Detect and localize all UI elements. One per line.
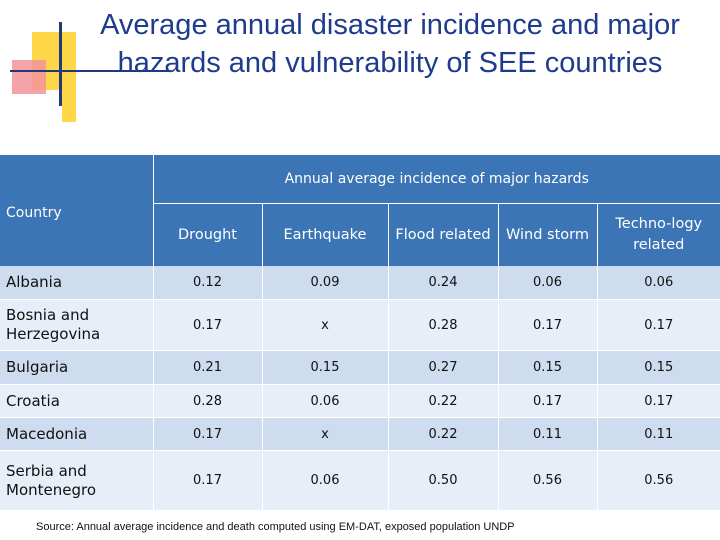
value-cell: 0.15: [497, 350, 597, 385]
value-cell: 0.09: [261, 266, 388, 300]
value-cell: 0.06: [596, 266, 720, 300]
country-cell: Bulgaria: [0, 350, 153, 385]
value-cell: x: [261, 299, 388, 351]
value-cell: 0.24: [387, 266, 498, 300]
value-cell: 0.21: [152, 350, 262, 385]
value-cell: x: [261, 417, 388, 451]
value-cell: 0.22: [387, 384, 498, 418]
col-header-earthquake: Earthquake: [261, 203, 388, 266]
source-note: Source: Annual average incidence and dea…: [36, 521, 515, 533]
value-cell: 0.17: [497, 384, 597, 418]
value-cell: 0.17: [152, 450, 262, 511]
value-cell: 0.11: [596, 417, 720, 451]
value-cell: 0.27: [387, 350, 498, 385]
table-row: Macedonia 0.17 x 0.22 0.11 0.11: [0, 417, 720, 451]
slide-title: Average annual disaster incidence and ma…: [100, 9, 680, 79]
country-cell: Croatia: [0, 384, 153, 418]
value-cell: 0.11: [497, 417, 597, 451]
table-row: Bosnia and Herzegovina 0.17 x 0.28 0.17 …: [0, 299, 720, 351]
value-cell: 0.06: [497, 266, 597, 300]
logo-yellow-strip: [62, 84, 76, 122]
value-cell: 0.28: [387, 299, 498, 351]
country-cell: Albania: [0, 266, 153, 300]
table-row: Albania 0.12 0.09 0.24 0.06 0.06: [0, 266, 720, 300]
country-cell: Macedonia: [0, 417, 153, 451]
value-cell: 0.15: [261, 350, 388, 385]
value-cell: 0.17: [596, 384, 720, 418]
value-cell: 0.28: [152, 384, 262, 418]
table-row: Croatia 0.28 0.06 0.22 0.17 0.17: [0, 384, 720, 418]
value-cell: 0.56: [497, 450, 597, 511]
logo-vertical-line: [59, 22, 62, 106]
value-cell: 0.06: [261, 384, 388, 418]
value-cell: 0.17: [152, 417, 262, 451]
logo-red-block: [12, 60, 46, 94]
table-row: Bulgaria 0.21 0.15 0.27 0.15 0.15: [0, 350, 720, 385]
group-header: Annual average incidence of major hazard…: [153, 155, 720, 204]
col-header-technology: Techno-logy related: [596, 203, 720, 266]
logo-horizontal-line: [10, 70, 170, 72]
value-cell: 0.17: [152, 299, 262, 351]
value-cell: 0.22: [387, 417, 498, 451]
table-row: Serbia and Montenegro 0.17 0.06 0.50 0.5…: [0, 450, 720, 511]
hazard-table: Country Annual average incidence of majo…: [0, 155, 720, 511]
value-cell: 0.15: [596, 350, 720, 385]
value-cell: 0.17: [497, 299, 597, 351]
col-header-drought: Drought: [153, 203, 262, 266]
col-header-wind: Wind storm: [497, 203, 597, 266]
value-cell: 0.17: [596, 299, 720, 351]
value-cell: 0.56: [596, 450, 720, 511]
value-cell: 0.06: [261, 450, 388, 511]
country-cell: Bosnia and Herzegovina: [0, 299, 153, 351]
value-cell: 0.50: [387, 450, 498, 511]
country-cell: Serbia and Montenegro: [0, 450, 153, 511]
col-header-flood: Flood related: [387, 203, 498, 266]
country-header: Country: [0, 155, 154, 266]
value-cell: 0.12: [152, 266, 262, 300]
